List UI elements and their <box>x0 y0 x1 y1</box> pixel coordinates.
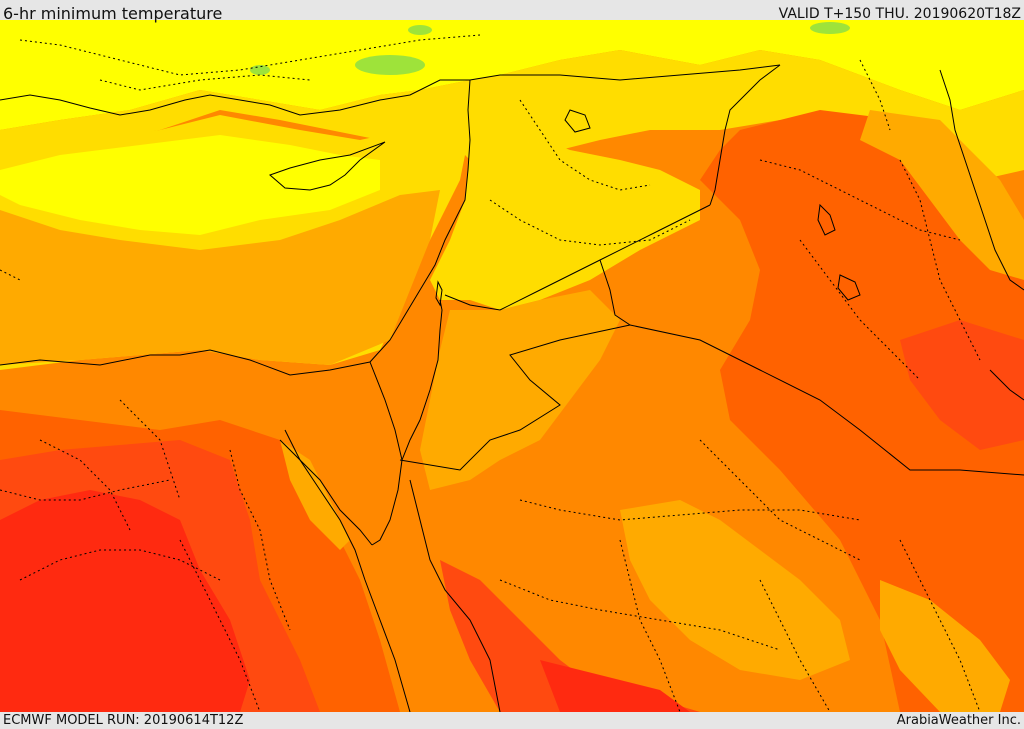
temp-spot-green <box>250 65 270 75</box>
temp-zone-egypt-deep-red <box>0 490 250 712</box>
temp-zone-ne-gold <box>860 110 1024 280</box>
temp-zone-med-amber <box>0 190 440 365</box>
temp-zone-saudi-amber <box>620 500 850 680</box>
temp-zone-red-sea-coast <box>440 560 700 712</box>
credit-label: ArabiaWeather Inc. <box>896 713 1021 728</box>
temperature-map[interactable] <box>0 20 1024 712</box>
temp-zone-saudi-amber-south <box>880 580 1010 712</box>
temp-zone-med-yellow <box>0 135 380 235</box>
valid-time: VALID T+150 THU. 20190620T18Z <box>778 6 1021 22</box>
temp-zone-red-sea-coast-deep <box>540 660 690 712</box>
model-run-label: ECMWF MODEL RUN: 20190614T12Z <box>3 713 244 728</box>
map-footer: ECMWF MODEL RUN: 20190614T12Z ArabiaWeat… <box>0 712 1024 729</box>
temp-spot-green <box>408 25 432 35</box>
temp-zone-sinai-amber <box>280 440 350 550</box>
temp-spot-green <box>355 55 425 75</box>
temp-zone-east-red-orange <box>900 320 1024 450</box>
map-header: 6-hr minimum temperature VALID T+150 THU… <box>0 0 1024 23</box>
map-title: 6-hr minimum temperature <box>3 4 223 23</box>
temp-zone-iraq-dark-orange <box>700 110 1024 712</box>
temp-zone-north-yellow <box>0 20 1024 130</box>
country-borders <box>0 64 1024 712</box>
temp-zone-levant-gold <box>430 110 700 310</box>
temp-zone-levant-amber <box>420 290 620 490</box>
province-borders <box>0 34 981 712</box>
temp-zone-north-gold <box>0 50 1024 180</box>
temp-spot-green <box>810 22 850 34</box>
